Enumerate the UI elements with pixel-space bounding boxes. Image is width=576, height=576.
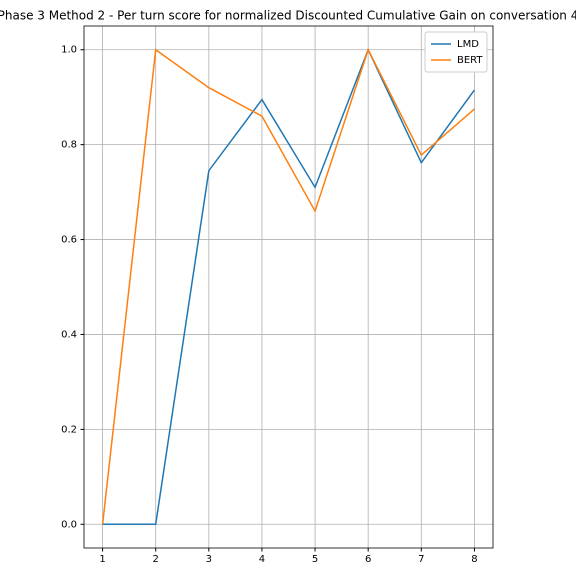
chart-title: Phase 3 Method 2 - Per turn score for no… <box>0 9 576 23</box>
x-tick-label: 1 <box>99 554 105 565</box>
x-tick-label: 7 <box>418 554 424 565</box>
y-tick-label: 1.0 <box>61 45 77 56</box>
y-tick-label: 0.0 <box>61 519 77 530</box>
x-tick-label: 4 <box>259 554 265 565</box>
line-series <box>101 47 475 525</box>
x-tick-label: 2 <box>153 554 159 565</box>
line-series <box>102 47 476 526</box>
x-tick-label: 8 <box>471 554 477 565</box>
legend-box <box>424 31 488 73</box>
y-tick-label: 0.2 <box>61 424 77 435</box>
plot-frame <box>83 25 494 549</box>
legend-label: BERT <box>457 55 483 66</box>
y-tick-label: 0.8 <box>61 140 77 151</box>
x-tick-label: 5 <box>312 554 318 565</box>
y-tick-label: 0.6 <box>61 235 77 246</box>
legend-label: LMD <box>457 39 479 50</box>
x-tick-label: 3 <box>206 554 212 565</box>
x-tick-label: 6 <box>365 554 371 565</box>
y-tick-label: 0.4 <box>61 329 77 340</box>
